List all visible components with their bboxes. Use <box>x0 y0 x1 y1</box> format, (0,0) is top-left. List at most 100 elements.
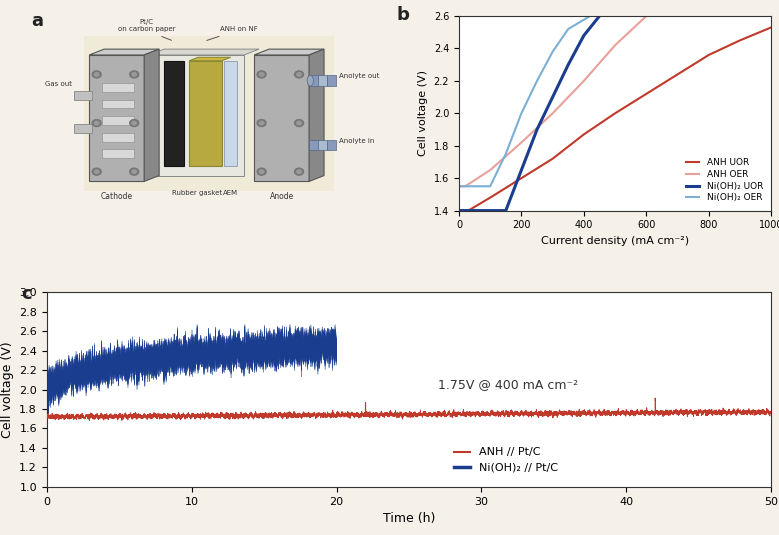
ANH UOR <box>579 131 588 137</box>
Text: 1.75V @ 400 mA cm⁻²: 1.75V @ 400 mA cm⁻² <box>438 379 578 392</box>
ANH // Pt/C <box>42 412 51 418</box>
Polygon shape <box>254 49 324 55</box>
ANH // Pt/C <box>72 413 82 419</box>
Polygon shape <box>149 49 259 55</box>
Circle shape <box>92 71 101 78</box>
Ni(OH)₂ // Pt/C <box>42 386 51 393</box>
Bar <box>90 55 144 181</box>
Text: AEM: AEM <box>223 190 238 196</box>
Bar <box>164 61 184 166</box>
Text: Rubber gasket: Rubber gasket <box>171 190 222 196</box>
ANH // Pt/C <box>86 411 95 418</box>
Line: Ni(OH)₂ // Pt/C: Ni(OH)₂ // Pt/C <box>47 346 337 389</box>
Line: ANH // Pt/C: ANH // Pt/C <box>47 398 771 421</box>
ANH UOR <box>767 24 776 30</box>
ANH OER <box>642 13 651 19</box>
Text: b: b <box>397 6 409 24</box>
Bar <box>102 133 134 142</box>
Bar <box>254 55 309 181</box>
X-axis label: Time (h): Time (h) <box>382 512 435 525</box>
Circle shape <box>94 73 99 76</box>
Text: Anolyte out: Anolyte out <box>339 73 379 79</box>
Circle shape <box>132 121 136 125</box>
Circle shape <box>132 73 136 76</box>
ANH UOR <box>485 194 495 201</box>
Bar <box>102 83 134 92</box>
Text: Gas out: Gas out <box>44 81 72 87</box>
Ni(OH)₂ UOR <box>595 13 605 19</box>
Ni(OH)₂ UOR <box>548 94 557 101</box>
ANH OER <box>485 167 495 173</box>
Circle shape <box>294 71 304 78</box>
Bar <box>74 124 92 133</box>
ANH UOR <box>642 90 651 97</box>
Ni(OH)₂ // Pt/C <box>323 343 333 349</box>
ANH OER <box>548 110 557 117</box>
Circle shape <box>257 168 266 175</box>
ANH OER <box>454 183 464 189</box>
Circle shape <box>257 71 266 78</box>
ANH UOR <box>454 208 464 214</box>
Ni(OH)₂ OER <box>586 13 595 19</box>
Ni(OH)₂ // Pt/C <box>166 354 175 361</box>
Circle shape <box>132 170 136 173</box>
Polygon shape <box>90 49 159 55</box>
Bar <box>74 91 92 100</box>
ANH UOR <box>673 71 682 78</box>
Line: ANH OER: ANH OER <box>459 16 647 186</box>
Bar <box>326 75 336 86</box>
ANH UOR <box>516 175 526 181</box>
Bar <box>318 75 327 86</box>
Circle shape <box>297 73 301 76</box>
Ni(OH)₂ UOR <box>532 126 541 133</box>
ANH OER <box>611 42 620 49</box>
Ni(OH)₂ OER <box>532 78 541 84</box>
Circle shape <box>257 119 266 127</box>
Line: Ni(OH)₂ OER: Ni(OH)₂ OER <box>459 16 590 186</box>
Ni(OH)₂ // Pt/C <box>180 353 189 359</box>
Polygon shape <box>309 49 324 181</box>
Circle shape <box>94 170 99 173</box>
Text: c: c <box>21 285 32 302</box>
ANH OER <box>579 78 588 84</box>
Bar <box>102 116 134 125</box>
ANH UOR <box>611 110 620 117</box>
ANH OER <box>516 139 526 146</box>
Circle shape <box>294 119 304 127</box>
Ni(OH)₂ // Pt/C <box>332 342 341 349</box>
Ellipse shape <box>307 75 313 86</box>
Ni(OH)₂ UOR <box>579 32 588 39</box>
Ni(OH)₂ // Pt/C <box>308 344 318 350</box>
Text: Anolyte in: Anolyte in <box>339 137 375 143</box>
Circle shape <box>259 73 264 76</box>
ANH UOR <box>735 37 745 43</box>
Circle shape <box>297 121 301 125</box>
Text: Anode: Anode <box>270 192 294 201</box>
Circle shape <box>129 119 139 127</box>
Ni(OH)₂ UOR <box>454 208 464 214</box>
Text: Pt/C
on carbon paper: Pt/C on carbon paper <box>118 19 175 32</box>
Bar <box>318 140 327 150</box>
X-axis label: Current density (mA cm⁻²): Current density (mA cm⁻²) <box>541 236 689 246</box>
ANH // Pt/C <box>767 407 776 414</box>
ANH // Pt/C <box>397 410 406 417</box>
Ni(OH)₂ UOR <box>516 167 526 173</box>
Text: Cathode: Cathode <box>100 192 132 201</box>
Ni(OH)₂ // Pt/C <box>164 354 173 361</box>
ANH // Pt/C <box>650 395 660 401</box>
Bar <box>309 140 319 150</box>
Y-axis label: Cell voltage (V): Cell voltage (V) <box>418 70 428 156</box>
FancyBboxPatch shape <box>149 55 244 175</box>
Bar <box>326 140 336 150</box>
Ni(OH)₂ OER <box>501 151 510 157</box>
ANH // Pt/C <box>85 417 94 424</box>
Bar <box>102 100 134 109</box>
Ni(OH)₂ // Pt/C <box>252 347 262 353</box>
ANH UOR <box>464 208 473 214</box>
Bar <box>189 61 221 166</box>
Circle shape <box>294 168 304 175</box>
Circle shape <box>129 71 139 78</box>
Circle shape <box>92 119 101 127</box>
Circle shape <box>259 170 264 173</box>
ANH // Pt/C <box>728 408 738 414</box>
